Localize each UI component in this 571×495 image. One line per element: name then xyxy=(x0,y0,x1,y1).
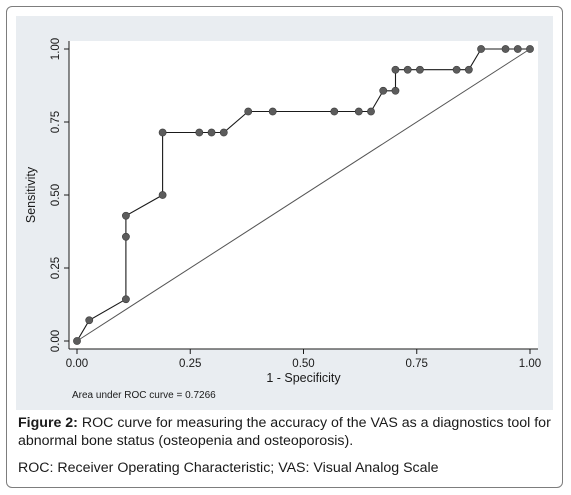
roc-point xyxy=(367,107,375,116)
roc-point xyxy=(195,128,204,137)
roc-point xyxy=(526,45,534,53)
x-axis-label: 1 - Specificity xyxy=(266,371,341,385)
roc-point xyxy=(403,65,412,74)
roc-point xyxy=(477,45,485,53)
x-tick-label: 0.75 xyxy=(406,358,428,370)
roc-point xyxy=(354,107,363,116)
abbreviation-note: ROC: Receiver Operating Characteristic; … xyxy=(18,460,439,476)
roc-point xyxy=(122,232,130,241)
roc-point xyxy=(158,191,167,199)
roc-point xyxy=(379,86,388,95)
roc-point xyxy=(391,86,400,95)
reference-line xyxy=(76,48,531,342)
roc-point xyxy=(85,316,94,325)
y-tick-label: 0.25 xyxy=(50,257,62,279)
x-tick-label: 1.00 xyxy=(519,358,541,370)
y-tick-label: 0.75 xyxy=(50,111,62,133)
chart-panel: 0.00 0.25 0.50 0.75 1.00 0.00 0.25 0.50 0.75 1.00… xyxy=(16,16,553,410)
roc-chart: 0.00 0.25 0.50 0.75 1.00 0.00 0.25 0.50 0.75 1.00… xyxy=(24,38,541,401)
y-tick-label: 0.00 xyxy=(50,330,62,352)
roc-point xyxy=(207,128,216,137)
roc-point xyxy=(219,128,228,137)
axes: 0.00 0.25 0.50 0.75 1.00 0.00 0.25 0.50 0.75 1.00 xyxy=(50,38,541,370)
auc-annotation: Area under ROC curve = 0.7266 xyxy=(72,390,216,401)
marker-layer xyxy=(73,45,534,345)
x-tick-label: 0.00 xyxy=(66,358,88,370)
x-tick-label: 0.25 xyxy=(179,358,201,370)
roc-point xyxy=(391,65,400,74)
y-axis-label: Sensitivity xyxy=(24,166,38,223)
roc-point xyxy=(158,128,167,137)
y-tick-label: 1.00 xyxy=(50,38,62,60)
figure-caption-text: ROC curve for measuring the accuracy of … xyxy=(18,415,551,449)
roc-point xyxy=(452,65,461,74)
roc-point xyxy=(501,45,510,53)
figure-caption: Figure 2: ROC curve for measuring the ac… xyxy=(18,414,553,450)
roc-point xyxy=(244,107,253,116)
roc-point xyxy=(73,337,81,345)
roc-point xyxy=(268,107,277,116)
y-tick-label: 0.50 xyxy=(50,184,62,206)
figure-label: Figure 2: xyxy=(18,415,78,431)
roc-point xyxy=(464,65,473,74)
x-tick-label: 0.50 xyxy=(292,358,314,370)
roc-point xyxy=(416,65,424,74)
roc-point xyxy=(122,295,130,304)
roc-point xyxy=(122,211,130,220)
roc-point xyxy=(330,107,339,116)
roc-point xyxy=(513,45,522,53)
reference-line-layer xyxy=(76,48,531,342)
